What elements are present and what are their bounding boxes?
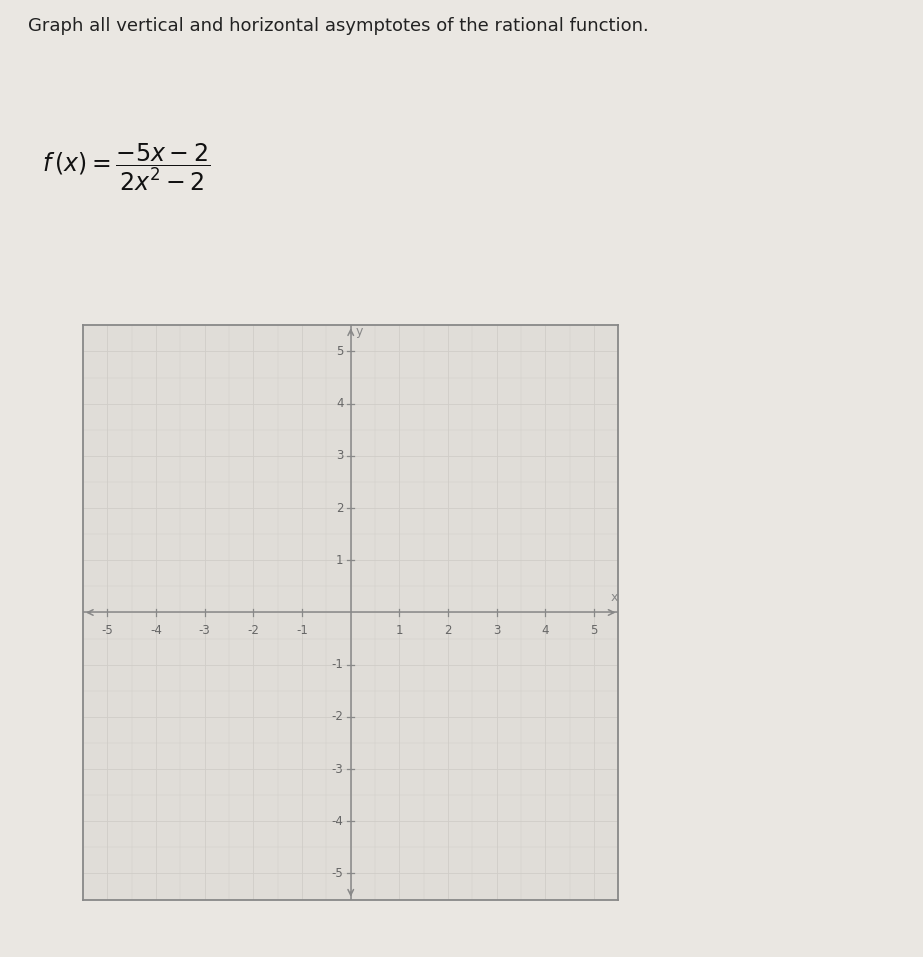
- Text: -1: -1: [331, 658, 343, 671]
- Text: 4: 4: [336, 397, 343, 411]
- Text: y: y: [355, 325, 363, 338]
- Text: -5: -5: [331, 867, 343, 880]
- Text: 3: 3: [336, 450, 343, 462]
- Text: 4: 4: [542, 624, 549, 637]
- Text: 2: 2: [444, 624, 452, 637]
- Text: x: x: [611, 591, 618, 605]
- Text: 3: 3: [493, 624, 500, 637]
- Text: 5: 5: [336, 345, 343, 358]
- Text: 2: 2: [336, 501, 343, 515]
- Text: -3: -3: [331, 763, 343, 775]
- Text: 5: 5: [591, 624, 598, 637]
- Text: -2: -2: [331, 710, 343, 723]
- Text: -4: -4: [331, 814, 343, 828]
- Text: 1: 1: [336, 554, 343, 567]
- Text: -3: -3: [198, 624, 210, 637]
- Text: -4: -4: [150, 624, 162, 637]
- Text: -5: -5: [102, 624, 114, 637]
- Text: -1: -1: [296, 624, 308, 637]
- Text: $f\,(x)=\dfrac{-5x-2}{2x^2-2}$: $f\,(x)=\dfrac{-5x-2}{2x^2-2}$: [42, 141, 210, 193]
- Text: 1: 1: [396, 624, 403, 637]
- Text: -2: -2: [247, 624, 259, 637]
- Text: Graph all vertical and horizontal asymptotes of the rational function.: Graph all vertical and horizontal asympt…: [28, 17, 649, 35]
